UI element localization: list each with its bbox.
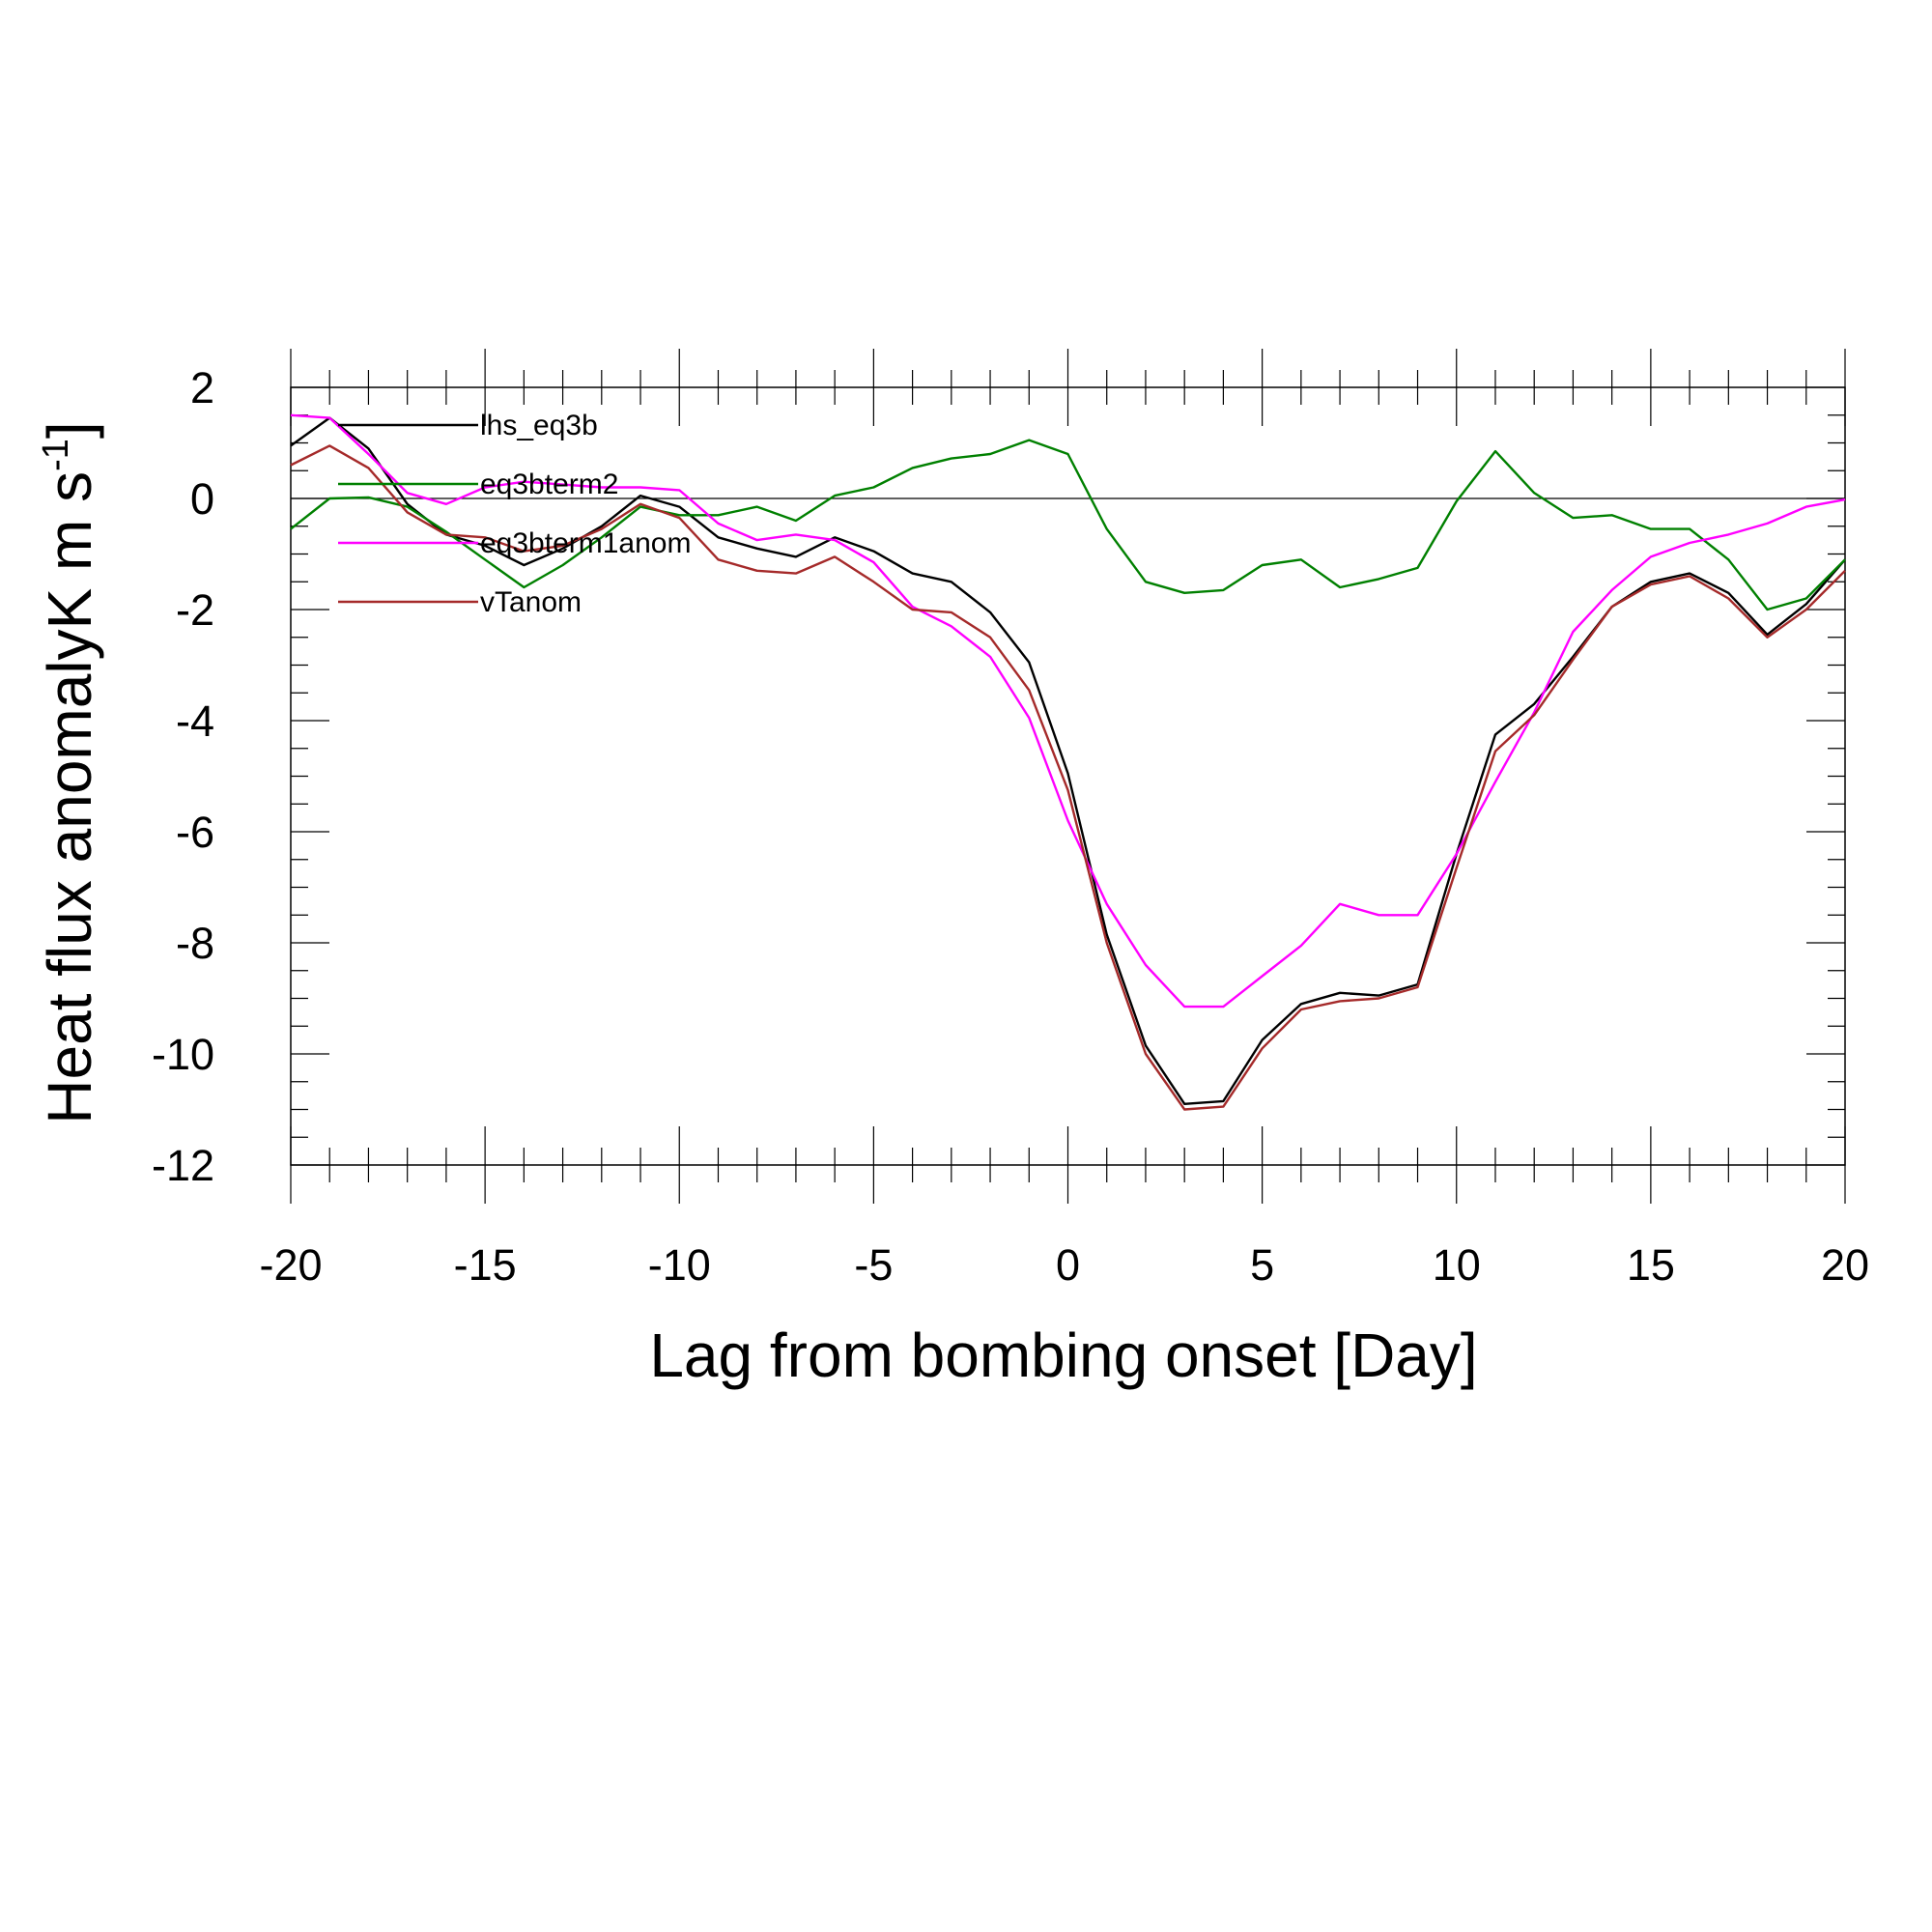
y-axis-title-superscript: -1 bbox=[36, 439, 76, 471]
y-axis-title: Heat flux anomalyK m s-1] bbox=[35, 421, 104, 1123]
svg-text:Heat flux anomalyK m s-1]: Heat flux anomalyK m s-1] bbox=[35, 421, 104, 1123]
legend-label-vTanom: vTanom bbox=[480, 586, 582, 618]
series-line-vTanom bbox=[290, 444, 1846, 1111]
y-tick-label: -4 bbox=[176, 696, 214, 746]
x-tick-label: -20 bbox=[259, 1240, 322, 1290]
legend-label-eq3bterm2: eq3bterm2 bbox=[480, 469, 618, 500]
legend: lhs_eq3b eq3bterm2 eq3bterm1anom vTanom bbox=[338, 410, 691, 618]
y-tick-label: -6 bbox=[176, 808, 214, 857]
y-tick-label: -10 bbox=[152, 1030, 214, 1079]
series-line-lhs_eq3b bbox=[290, 416, 1846, 1106]
y-tick-labels: 2 0 -2 -4 -6 -8 -10 -12 bbox=[152, 363, 214, 1190]
x-tick-label: -5 bbox=[854, 1240, 893, 1290]
y-tick-label: 0 bbox=[190, 474, 214, 524]
series-lines bbox=[290, 413, 1846, 1111]
axis-ticks bbox=[290, 349, 1846, 1204]
x-tick-label: 20 bbox=[1821, 1240, 1869, 1290]
series-line-eq3bterm2 bbox=[290, 439, 1846, 611]
y-tick-label: 2 bbox=[190, 363, 214, 412]
x-tick-label: -10 bbox=[648, 1240, 711, 1290]
legend-label-eq3bterm1anom: eq3bterm1anom bbox=[480, 527, 691, 559]
y-tick-label: -12 bbox=[152, 1141, 214, 1190]
legend-label-lhs_eq3b: lhs_eq3b bbox=[480, 410, 598, 441]
x-axis-title: Lag from bombing onset [Day] bbox=[649, 1321, 1477, 1390]
x-tick-label: 15 bbox=[1627, 1240, 1675, 1290]
y-tick-label: -8 bbox=[176, 919, 214, 968]
x-tick-label: 0 bbox=[1056, 1240, 1080, 1290]
series-line-eq3bterm1anom bbox=[290, 413, 1846, 1009]
x-tick-labels: -20 -15 -10 -5 0 5 10 15 20 bbox=[259, 1240, 1869, 1290]
x-tick-label: 10 bbox=[1433, 1240, 1481, 1290]
x-tick-label: 5 bbox=[1250, 1240, 1274, 1290]
y-axis-title-suffix: ] bbox=[35, 421, 104, 439]
x-tick-label: -15 bbox=[454, 1240, 517, 1290]
y-axis-title-main: Heat flux anomalyK m s bbox=[35, 471, 104, 1124]
y-tick-label: -2 bbox=[176, 585, 214, 635]
